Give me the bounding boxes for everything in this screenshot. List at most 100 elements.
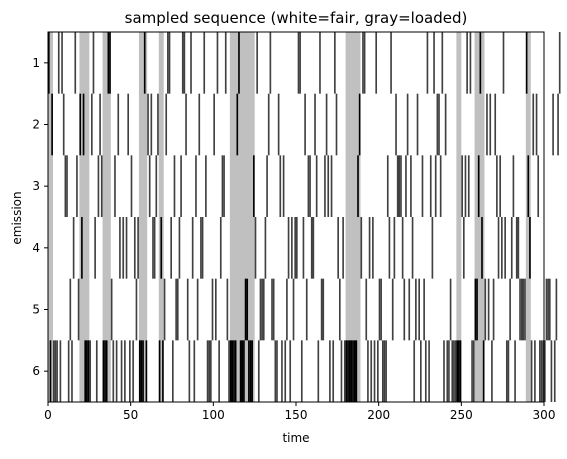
emission-mark bbox=[314, 93, 316, 156]
emission-mark bbox=[132, 340, 134, 402]
emission-mark bbox=[487, 278, 490, 341]
emission-mark bbox=[49, 340, 52, 402]
emission-mark bbox=[241, 340, 244, 402]
emission-mark bbox=[348, 340, 351, 402]
emission-mark bbox=[292, 278, 295, 341]
emission-mark bbox=[372, 217, 374, 279]
emission-mark bbox=[244, 278, 247, 341]
emission-mark bbox=[62, 93, 65, 156]
emission-mark bbox=[542, 340, 544, 402]
emission-mark bbox=[509, 278, 511, 341]
emission-mark bbox=[522, 278, 525, 341]
emission-mark bbox=[504, 217, 506, 279]
emission-mark bbox=[195, 155, 197, 217]
emission-mark bbox=[420, 340, 422, 402]
emission-mark bbox=[324, 155, 326, 217]
emission-mark bbox=[514, 340, 516, 402]
emission-mark bbox=[525, 32, 528, 94]
emission-mark bbox=[431, 217, 434, 279]
emission-mark bbox=[160, 217, 163, 279]
emission-mark bbox=[266, 155, 268, 217]
emission-mark bbox=[214, 278, 217, 341]
emission-mark bbox=[153, 217, 156, 279]
emission-mark bbox=[69, 278, 72, 341]
x-tick-label: 0 bbox=[44, 408, 52, 422]
emission-mark bbox=[515, 217, 518, 279]
emission-mark bbox=[206, 340, 209, 402]
emission-mark bbox=[281, 340, 283, 402]
loaded-region bbox=[48, 32, 53, 402]
y-tick-label: 4 bbox=[32, 241, 40, 255]
emission-mark bbox=[264, 217, 267, 279]
emission-mark bbox=[406, 93, 409, 156]
emission-mark bbox=[405, 155, 407, 217]
emission-mark bbox=[248, 340, 250, 402]
emission-mark bbox=[201, 217, 204, 279]
emission-mark bbox=[524, 278, 526, 341]
emission-mark bbox=[550, 340, 553, 402]
emission-mark bbox=[386, 155, 389, 217]
emission-mark bbox=[510, 217, 513, 279]
emission-mark bbox=[332, 340, 335, 402]
emission-mark bbox=[51, 93, 53, 156]
emission-mark bbox=[90, 93, 93, 156]
emission-mark bbox=[411, 217, 414, 279]
emission-mark bbox=[218, 340, 220, 402]
emission-mark bbox=[320, 278, 323, 341]
emission-mark bbox=[267, 93, 270, 156]
emission-mark bbox=[467, 155, 470, 217]
emission-mark bbox=[378, 278, 381, 341]
emission-mark bbox=[421, 155, 424, 217]
y-tick-label: 2 bbox=[32, 118, 40, 132]
emission-mark bbox=[109, 32, 111, 94]
emission-mark bbox=[505, 340, 508, 402]
emission-mark bbox=[138, 340, 141, 402]
emission-mark bbox=[520, 278, 523, 341]
emission-mark bbox=[458, 340, 460, 402]
emission-mark bbox=[401, 217, 404, 279]
emission-mark bbox=[415, 278, 417, 341]
emission-mark bbox=[203, 32, 206, 94]
emission-mark bbox=[439, 155, 442, 217]
emission-mark bbox=[459, 340, 462, 402]
emission-mark bbox=[210, 340, 212, 402]
emission-mark bbox=[353, 340, 356, 402]
emission-mark bbox=[391, 278, 394, 341]
emission-mark bbox=[529, 217, 531, 279]
emission-mark bbox=[462, 217, 465, 279]
emission-mark bbox=[540, 340, 543, 402]
emission-mark bbox=[302, 217, 305, 279]
emission-mark bbox=[155, 155, 158, 217]
emission-mark bbox=[81, 217, 83, 279]
emission-mark bbox=[99, 93, 101, 156]
emission-mark bbox=[94, 217, 96, 279]
emission-mark bbox=[312, 217, 315, 279]
emission-mark bbox=[64, 155, 67, 217]
emission-mark bbox=[325, 93, 328, 156]
emission-mark bbox=[66, 155, 68, 217]
emission-mark bbox=[282, 155, 285, 217]
emission-mark bbox=[243, 340, 245, 402]
emission-mark bbox=[381, 340, 384, 402]
emission-mark bbox=[191, 217, 194, 279]
emission-mark bbox=[553, 340, 556, 402]
y-tick-label: 5 bbox=[32, 303, 40, 317]
emission-mark bbox=[95, 340, 98, 402]
emission-mark bbox=[183, 32, 186, 94]
emission-mark bbox=[484, 278, 487, 341]
emission-mark bbox=[105, 340, 108, 402]
emission-mark bbox=[284, 340, 287, 402]
emission-mark bbox=[135, 278, 138, 341]
emission-mark bbox=[512, 155, 515, 217]
emission-mark bbox=[434, 155, 437, 217]
emission-mark bbox=[223, 155, 225, 217]
emission-mark bbox=[89, 340, 91, 402]
emission-mark bbox=[380, 278, 382, 341]
emission-mark bbox=[489, 93, 492, 156]
emission-mark bbox=[352, 340, 354, 402]
emission-mark bbox=[319, 32, 321, 94]
emission-mark bbox=[335, 93, 338, 156]
emission-mark bbox=[496, 155, 498, 217]
emission-mark bbox=[469, 32, 472, 94]
loaded-region bbox=[102, 32, 111, 402]
